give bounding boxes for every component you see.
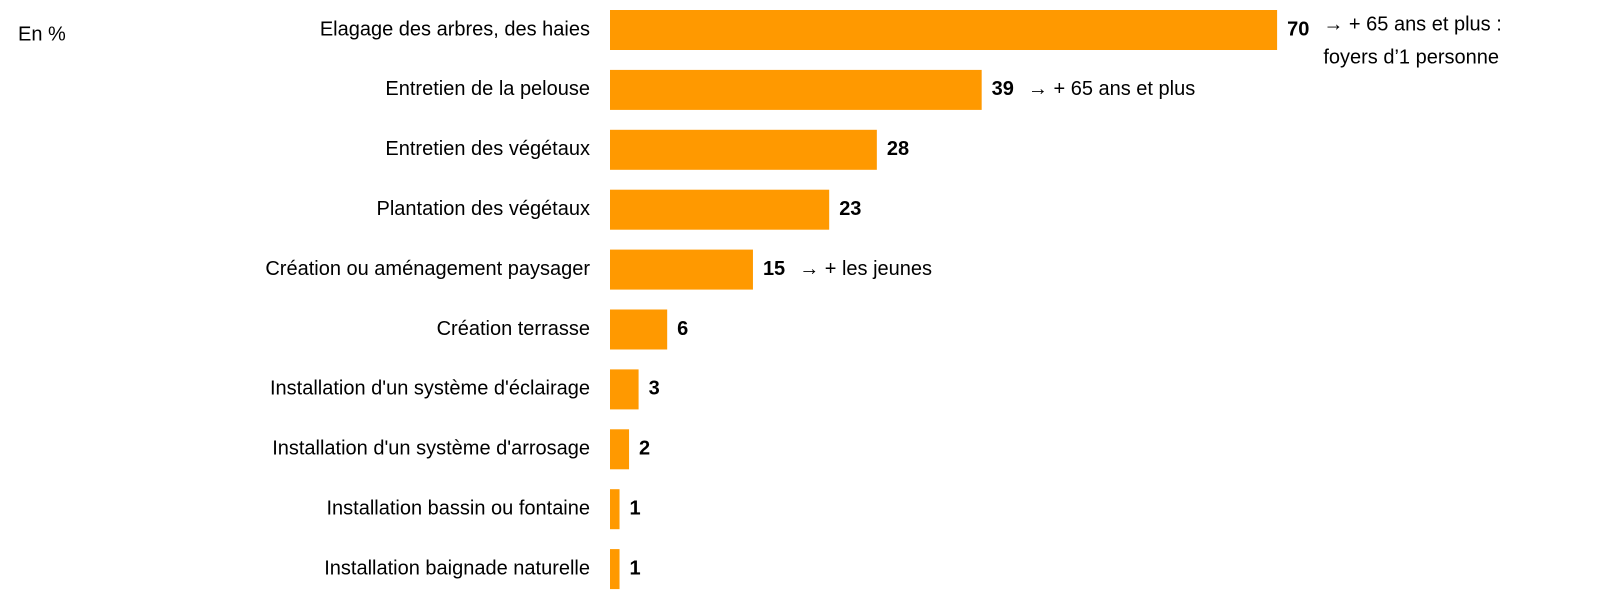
value-label: 3 xyxy=(649,378,660,400)
bar xyxy=(610,69,982,110)
category-label: Installation d'un système d'éclairage xyxy=(270,378,590,400)
category-label: Installation bassin ou fontaine xyxy=(326,497,590,519)
value-label: 39 xyxy=(992,78,1014,100)
value-label: 28 xyxy=(887,138,909,160)
bar xyxy=(610,10,1278,50)
bar xyxy=(610,429,630,470)
annotation: → + 65 ans et plus xyxy=(1028,78,1195,100)
bar xyxy=(610,369,639,410)
category-label: Entretien des végétaux xyxy=(385,138,590,160)
category-label: Création terrasse xyxy=(437,318,590,340)
annotation: → + 65 ans et plus : xyxy=(1323,13,1501,35)
annotation: foyers d’1 personne xyxy=(1323,46,1499,68)
unit-label: En % xyxy=(18,23,66,45)
value-label: 1 xyxy=(630,557,641,579)
value-label: 2 xyxy=(639,438,650,460)
category-label: Installation d'un système d'arrosage xyxy=(272,438,590,460)
category-label: Installation baignade naturelle xyxy=(324,557,590,579)
category-label: Plantation des végétaux xyxy=(377,198,591,220)
bar xyxy=(610,189,830,230)
bar xyxy=(610,129,877,170)
value-label: 1 xyxy=(630,497,641,519)
category-label: Entretien de la pelouse xyxy=(385,78,590,100)
category-label: Création ou aménagement paysager xyxy=(265,258,590,280)
bar xyxy=(610,489,620,530)
value-label: 15 xyxy=(763,258,785,280)
bar xyxy=(610,309,668,350)
value-label: 23 xyxy=(839,198,861,220)
value-label: 6 xyxy=(677,318,688,340)
bar xyxy=(610,249,753,290)
category-label: Elagage des arbres, des haies xyxy=(320,18,590,40)
annotation: → + les jeunes xyxy=(799,258,932,280)
value-label: 70 xyxy=(1287,18,1309,40)
bar xyxy=(610,549,620,590)
